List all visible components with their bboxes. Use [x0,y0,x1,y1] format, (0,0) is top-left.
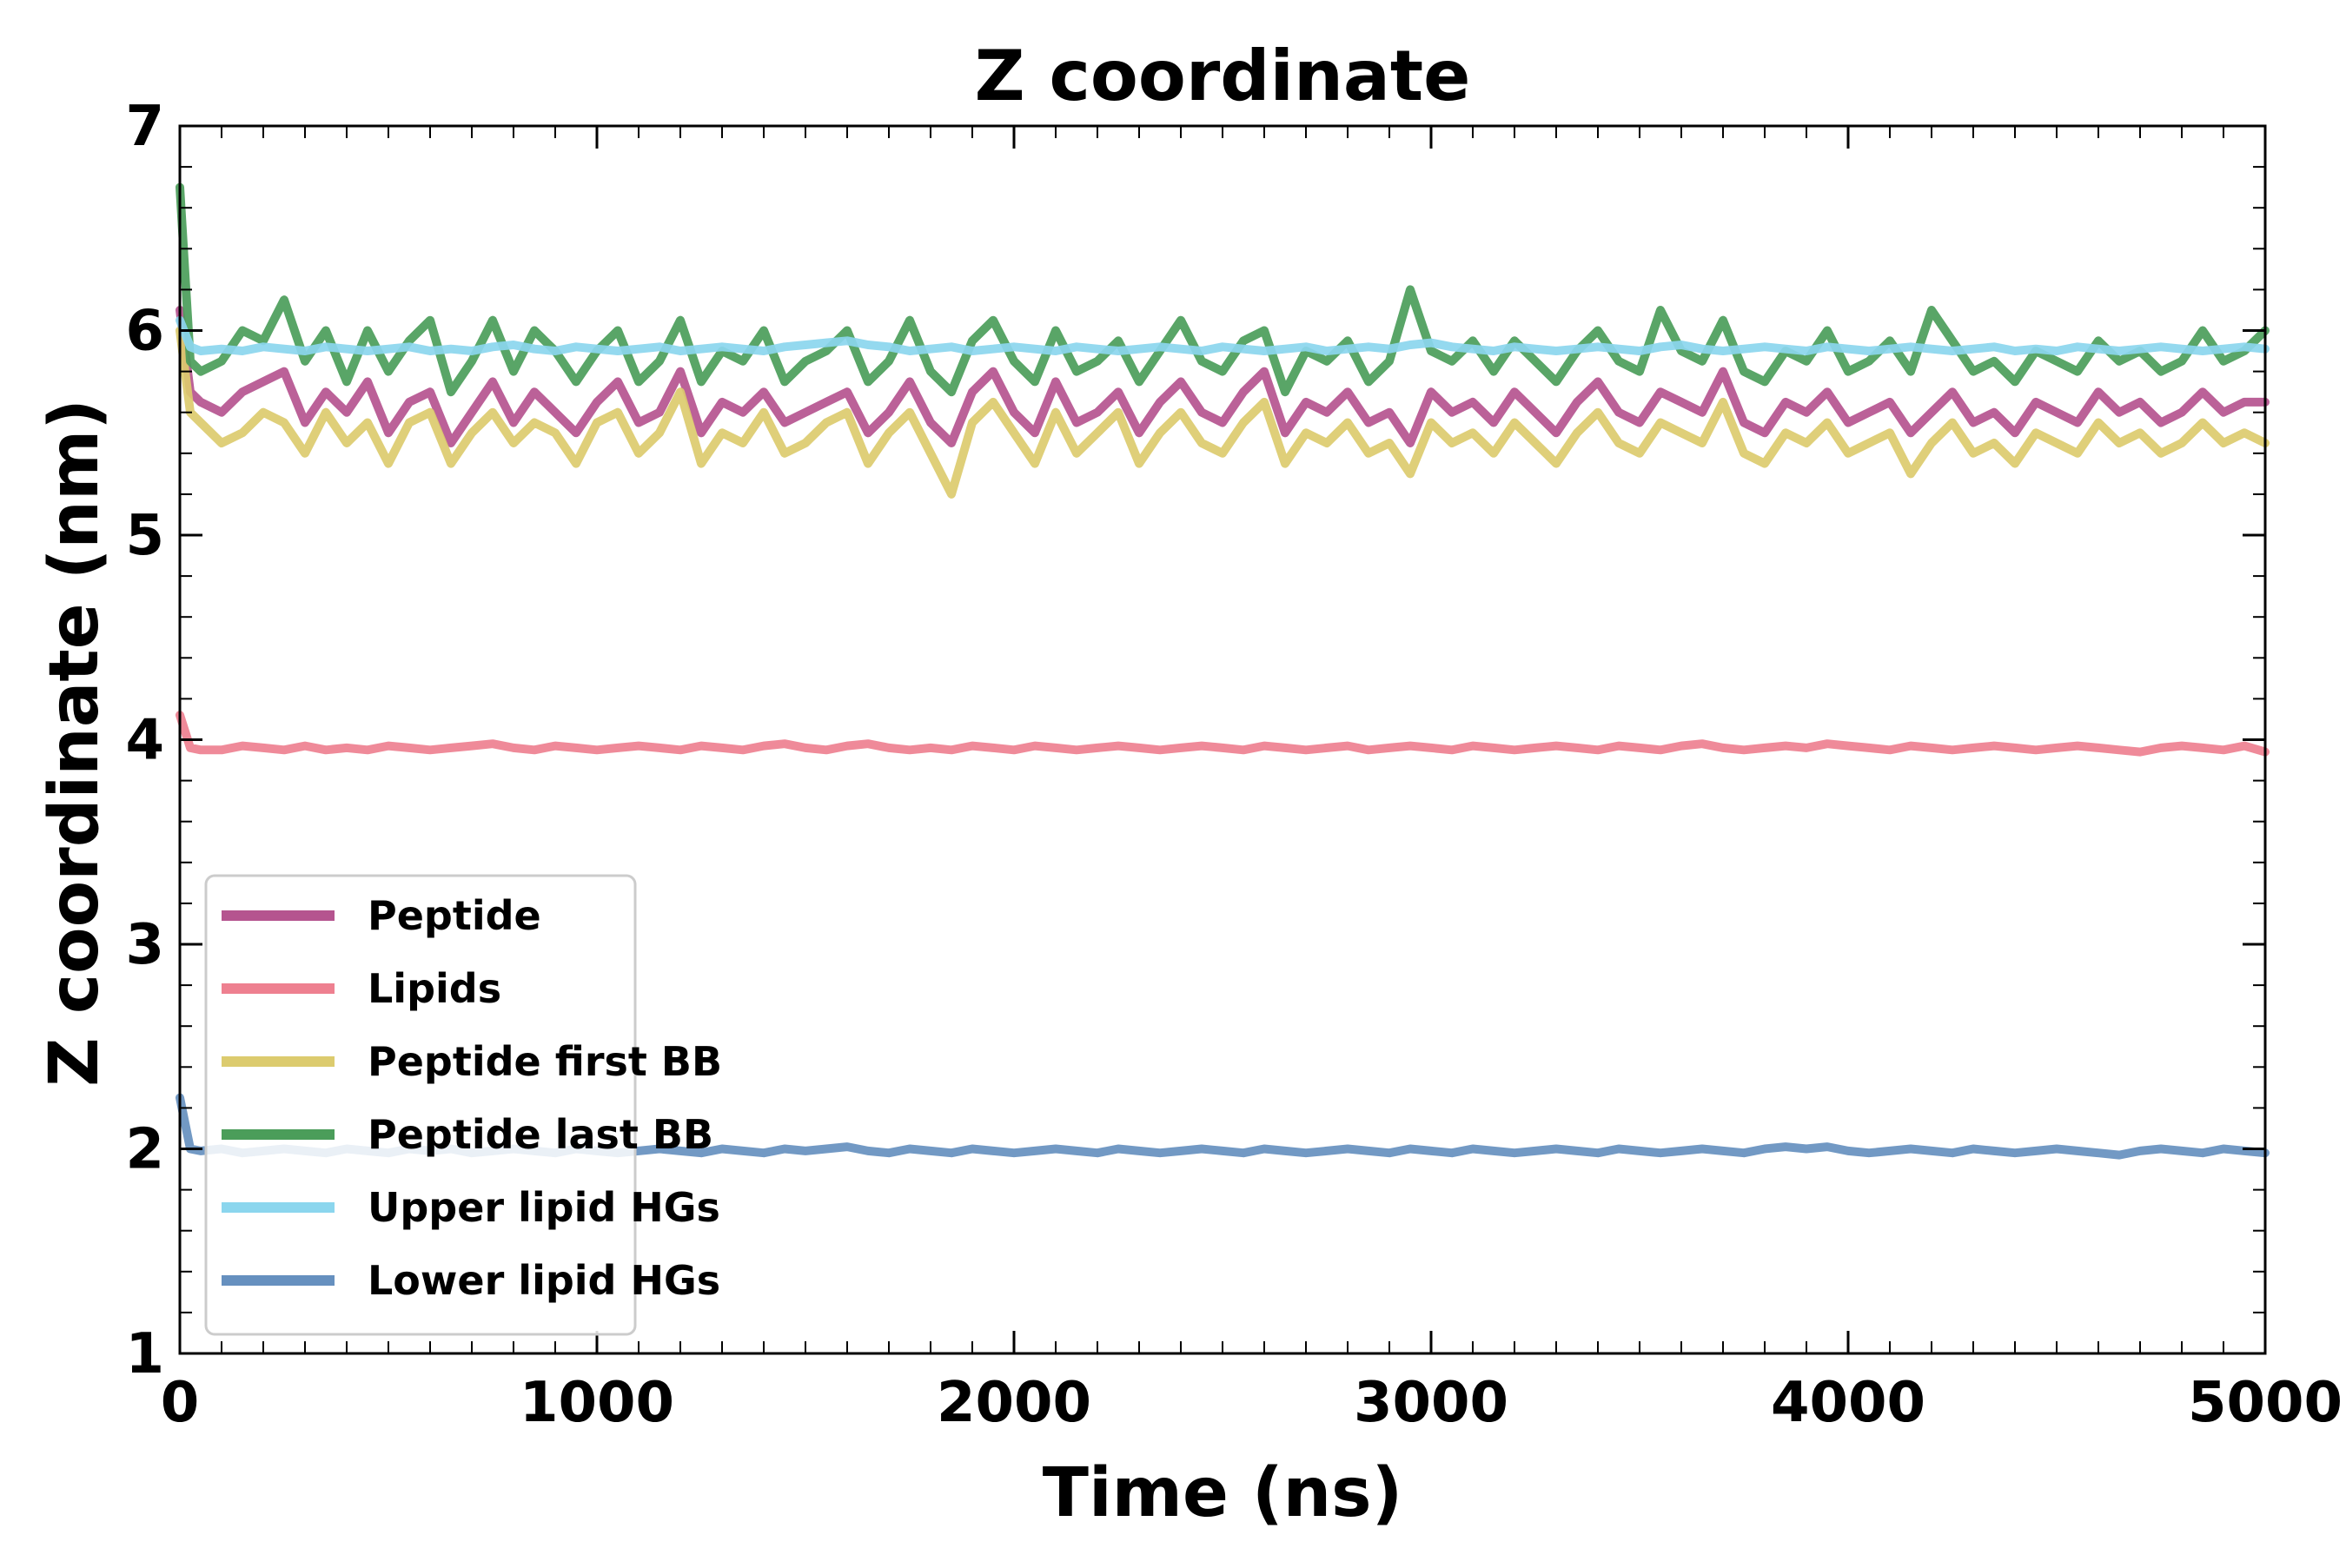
series-line-1 [176,711,2270,757]
x-axis-label: Time (ns) [1043,1454,1403,1532]
legend-label-2: Peptide first BB [368,1038,722,1085]
y-tick-label: 1 [125,1322,164,1386]
x-tick-label: 5000 [2188,1371,2343,1435]
plot-frame [178,124,2267,1355]
series-line-4 [176,315,2270,355]
y-tick-label: 4 [125,709,164,773]
series-line-3 [176,182,2270,397]
x-tick-label: 2000 [937,1371,1091,1435]
legend: Peptide Lipids Peptide first BB Peptide las… [204,874,722,1336]
y-axis-label: Z coordinate (nm) [36,399,114,1087]
series-line-0 [176,306,2270,447]
legend-label-4: Upper lipid HGs [368,1184,720,1231]
series-line-2 [176,326,2270,499]
tick-layer: 0 1000 2000 3000 4000 5000 1 2 3 4 5 6 7 [125,95,2343,1435]
y-tick-label: 3 [125,913,164,977]
y-tick-label: 2 [125,1118,164,1182]
y-tick-label: 6 [125,300,164,364]
legend-label-0: Peptide [368,892,541,939]
x-tick-label: 3000 [1354,1371,1508,1435]
chart-title: Z coordinate [975,36,1471,116]
legend-label-1: Lipids [368,965,501,1012]
y-tick-label: 7 [125,95,164,159]
legend-label-5: Lower lipid HGs [368,1257,720,1304]
x-tick-label: 1000 [520,1371,674,1435]
x-tick-label: 0 [161,1371,200,1435]
legend-label-3: Peptide last BB [368,1111,713,1158]
x-tick-label: 4000 [1771,1371,1925,1435]
y-tick-label: 5 [125,504,164,568]
